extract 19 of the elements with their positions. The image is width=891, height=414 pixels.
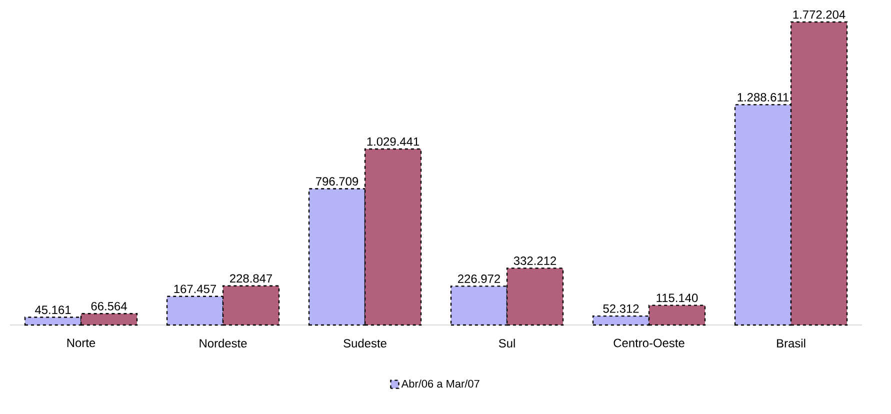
data-label: 226.972 xyxy=(458,274,500,283)
data-label: 167.457 xyxy=(174,284,216,294)
x-tick-label: Sudeste xyxy=(344,338,386,348)
x-tick-label: Norte xyxy=(67,338,96,348)
x-tick-label: Nordeste xyxy=(200,338,247,348)
x-tick-label: Sul xyxy=(498,338,515,348)
data-label: 228.847 xyxy=(230,274,272,283)
data-label: 1.288.611 xyxy=(738,93,789,102)
data-label: 1.772.204 xyxy=(793,10,846,19)
data-label: 115.140 xyxy=(656,294,698,302)
data-label: 66.564 xyxy=(91,302,127,310)
data-label: 45.161 xyxy=(35,306,71,314)
x-tick-label: Centro-Oeste xyxy=(614,338,684,348)
x-tick-label: Brasil xyxy=(777,338,806,348)
data-label: 796.709 xyxy=(316,177,358,186)
legend-label: Abr/06 a Mar/07 xyxy=(401,380,480,388)
data-label: 52.312 xyxy=(603,304,639,313)
data-label: 332.212 xyxy=(514,256,556,265)
data-label: 1.029.441 xyxy=(367,137,420,146)
